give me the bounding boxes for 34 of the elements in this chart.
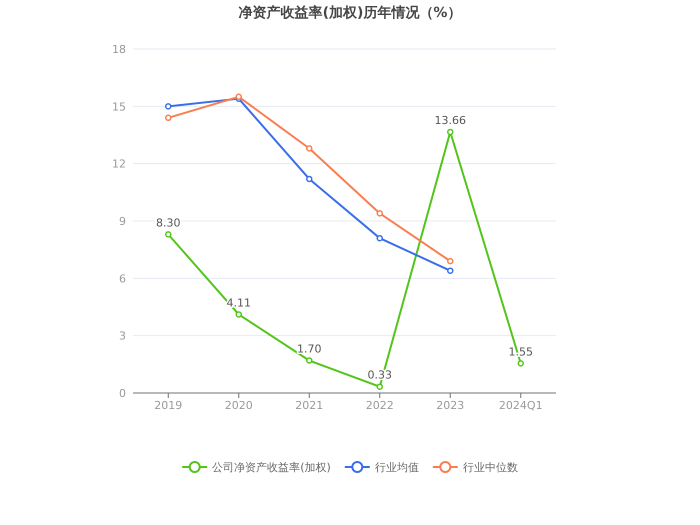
x-tick-label: 2022 bbox=[366, 399, 394, 412]
point bbox=[376, 210, 383, 217]
x-tick-label: 2023 bbox=[436, 399, 464, 412]
y-tick-label: 3 bbox=[119, 330, 126, 343]
title: 净资产收益率(加权)历年情况（%） bbox=[238, 5, 462, 21]
point bbox=[376, 234, 383, 242]
legend-label: 公司净资产收益率(加权) bbox=[212, 461, 331, 474]
y-tick-label: 6 bbox=[119, 272, 126, 286]
x-tick-label: 2019 bbox=[154, 399, 182, 412]
point bbox=[306, 145, 312, 152]
point bbox=[165, 231, 172, 238]
point bbox=[165, 114, 172, 122]
data-label: 1.70 bbox=[297, 342, 322, 356]
data-label: 8.30 bbox=[156, 216, 180, 230]
x-tick-label: 2020 bbox=[224, 399, 253, 412]
legend-label: 行业中位数 bbox=[462, 461, 518, 474]
y-tick-label: 15 bbox=[112, 100, 126, 114]
data-label: 13.66 bbox=[434, 114, 466, 127]
y-tick-label: 18 bbox=[112, 43, 126, 56]
point bbox=[376, 383, 383, 390]
point bbox=[306, 176, 312, 182]
point bbox=[306, 357, 312, 364]
point bbox=[165, 103, 172, 110]
x-tick-label: 2021 bbox=[295, 399, 324, 412]
y-tick-label: 12 bbox=[112, 158, 126, 171]
point bbox=[447, 128, 454, 136]
x-tick-label: 2024Q1 bbox=[498, 399, 543, 412]
y-tick-label: 0 bbox=[119, 387, 126, 400]
point bbox=[236, 311, 242, 318]
point bbox=[447, 267, 454, 274]
y-tick-label: 9 bbox=[119, 215, 126, 228]
point bbox=[447, 258, 454, 264]
point bbox=[518, 360, 524, 367]
legend-label: 行业均值 bbox=[374, 461, 419, 474]
